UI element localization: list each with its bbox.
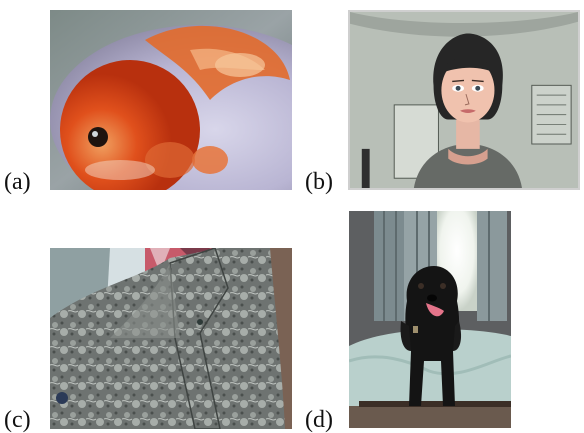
panel-label-a: (a) — [4, 170, 31, 194]
photo-goldfish — [50, 10, 292, 190]
panel-label-d: (d) — [305, 408, 333, 432]
photo-cartoon-woman — [348, 10, 580, 190]
panel-label-b: (b) — [305, 170, 333, 194]
photo-dog — [349, 211, 511, 428]
photo-jacket — [50, 248, 292, 429]
panel-label-c: (c) — [4, 408, 31, 432]
